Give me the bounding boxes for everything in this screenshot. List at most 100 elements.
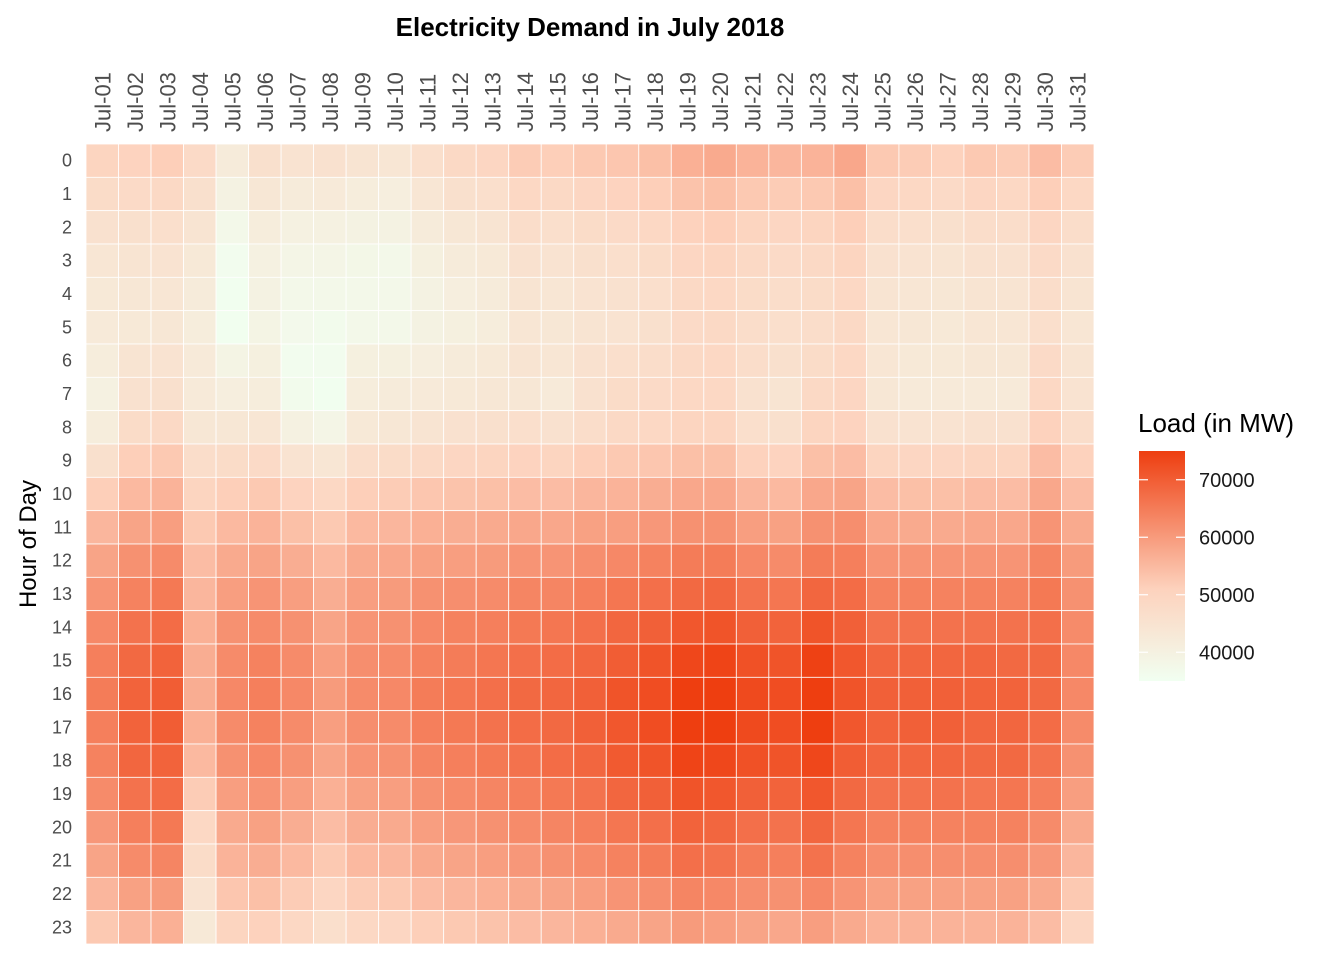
heatmap-cell	[183, 743, 217, 778]
heatmap-cell	[508, 143, 542, 178]
heatmap-cell	[1028, 510, 1062, 545]
y-tick-label: 3	[62, 251, 72, 271]
x-tick-label: Jul-23	[806, 72, 831, 132]
heatmap-cell	[150, 276, 184, 312]
heatmap-cell	[313, 810, 347, 845]
heatmap-cell	[1028, 843, 1062, 878]
heatmap-cell	[865, 243, 900, 278]
heatmap-cell	[768, 176, 802, 212]
heatmap-cell	[800, 410, 835, 445]
heatmap-cell	[183, 276, 217, 312]
heatmap-cell	[996, 576, 1030, 612]
x-tick-label: Jul-05	[220, 72, 245, 132]
heatmap-cell	[605, 910, 640, 945]
heatmap-cell	[248, 343, 282, 378]
heatmap-cell	[410, 276, 445, 312]
heatmap-cell	[996, 176, 1030, 212]
heatmap-cell	[735, 776, 770, 812]
heatmap-cell	[345, 643, 380, 678]
heatmap-cell	[833, 243, 867, 278]
heatmap-cell	[573, 743, 607, 778]
heatmap-cell	[931, 743, 965, 778]
heatmap-cell	[703, 710, 737, 745]
heatmap-cell	[1061, 876, 1095, 912]
heatmap-cell	[378, 843, 412, 878]
heatmap-cell	[215, 743, 249, 778]
heatmap-cell	[735, 243, 770, 278]
heatmap-cell	[670, 176, 705, 212]
heatmap-cell	[150, 143, 184, 178]
heatmap-cell	[898, 143, 932, 178]
heatmap-cell	[768, 510, 802, 545]
heatmap-cell	[215, 343, 249, 378]
heatmap-cell	[865, 743, 900, 778]
heatmap-cell	[768, 810, 802, 845]
heatmap-cell	[768, 410, 802, 445]
heatmap-cell	[996, 210, 1030, 245]
heatmap-cell	[703, 210, 737, 245]
heatmap-cell	[605, 476, 640, 512]
heatmap-cell	[280, 910, 315, 945]
heatmap-cell	[118, 176, 152, 212]
heatmap-cell	[475, 910, 510, 945]
heatmap-cell	[1061, 376, 1095, 412]
heatmap-cell	[865, 610, 900, 645]
heatmap-cell	[703, 676, 737, 712]
heatmap-cell	[280, 776, 315, 812]
heatmap-cell	[931, 910, 965, 945]
heatmap-cell	[865, 543, 900, 578]
heatmap-cell	[475, 376, 510, 412]
x-tick-label: Jul-17	[611, 72, 636, 132]
heatmap-cell	[703, 310, 737, 345]
heatmap-cell	[378, 143, 412, 178]
heatmap-cell	[1061, 243, 1095, 278]
heatmap-cell	[378, 576, 412, 612]
heatmap-cell	[1061, 710, 1095, 745]
legend-tick-label: 70000	[1199, 470, 1255, 492]
heatmap-cell	[345, 476, 380, 512]
heatmap-cell	[768, 776, 802, 812]
heatmap-cell	[280, 410, 315, 445]
heatmap-cell	[638, 276, 672, 312]
heatmap-cell	[833, 310, 867, 345]
legend-ticks: 40000 50000 60000 70000	[1139, 470, 1255, 664]
heatmap-cell	[508, 476, 542, 512]
heatmap-cell	[378, 710, 412, 745]
heatmap-cell	[963, 310, 997, 345]
heatmap-cell	[833, 176, 867, 212]
y-tick-label: 15	[52, 651, 72, 671]
heatmap-cell	[670, 543, 705, 578]
y-tick-label: 9	[62, 451, 72, 471]
heatmap-cell	[85, 343, 119, 378]
heatmap-cell	[931, 310, 965, 345]
heatmap-cell	[475, 643, 510, 678]
heatmap-cell	[475, 210, 510, 245]
heatmap-cell	[931, 276, 965, 312]
heatmap-cell	[931, 710, 965, 745]
heatmap-cell	[508, 710, 542, 745]
heatmap-cell	[865, 776, 900, 812]
heatmap-cell	[410, 176, 445, 212]
heatmap-cell	[280, 576, 315, 612]
heatmap-cell	[996, 276, 1030, 312]
legend-color-bar	[1139, 451, 1185, 681]
x-tick-label: Jul-31	[1066, 72, 1091, 132]
heatmap-cell	[670, 243, 705, 278]
heatmap-cell	[475, 610, 510, 645]
heatmap-cell	[378, 610, 412, 645]
heatmap-cell	[800, 810, 835, 845]
heatmap-cell	[898, 876, 932, 912]
y-tick-label: 6	[62, 351, 72, 371]
heatmap-cell	[768, 576, 802, 612]
heatmap-cell	[800, 576, 835, 612]
heatmap-cell	[670, 210, 705, 245]
heatmap-cell	[703, 910, 737, 945]
heatmap-cell	[345, 843, 380, 878]
heatmap-cell	[800, 543, 835, 578]
heatmap-cell	[768, 543, 802, 578]
heatmap-cell	[931, 543, 965, 578]
heatmap-cell	[183, 243, 217, 278]
heatmap-cell	[410, 510, 445, 545]
x-tick-label: Jul-07	[285, 72, 310, 132]
heatmap-cell	[280, 710, 315, 745]
